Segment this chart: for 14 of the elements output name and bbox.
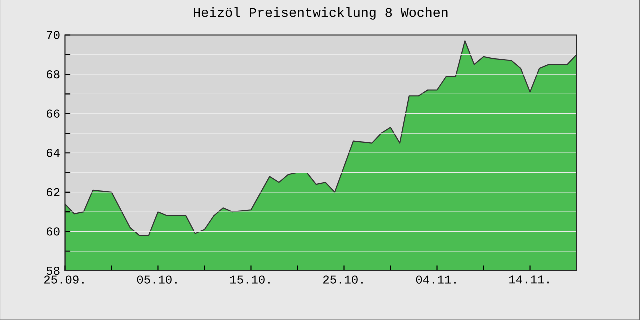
y-tick-label: 62 [47, 188, 60, 196]
y-tick-label: 58 [46, 266, 60, 275]
y-tick-label: 64 [47, 148, 60, 158]
x-tick-label: 15.10. [230, 276, 270, 284]
x-tick-label: 14.11. [510, 276, 549, 284]
y-tick-label: 60 [47, 228, 60, 236]
y-tick-label: 68 [47, 70, 60, 78]
y-tick-label: 66 [47, 110, 60, 118]
x-tick-label: 04.11. [416, 276, 456, 284]
x-tick-label: 25.10. [324, 276, 363, 284]
y-tick-label: 70 [47, 31, 60, 40]
chart-title: Heizöl Preisentwicklung 8 Wochen [194, 7, 448, 20]
x-tick-label: 25.09. [44, 276, 84, 284]
x-tick-label: 05.10. [137, 276, 177, 284]
